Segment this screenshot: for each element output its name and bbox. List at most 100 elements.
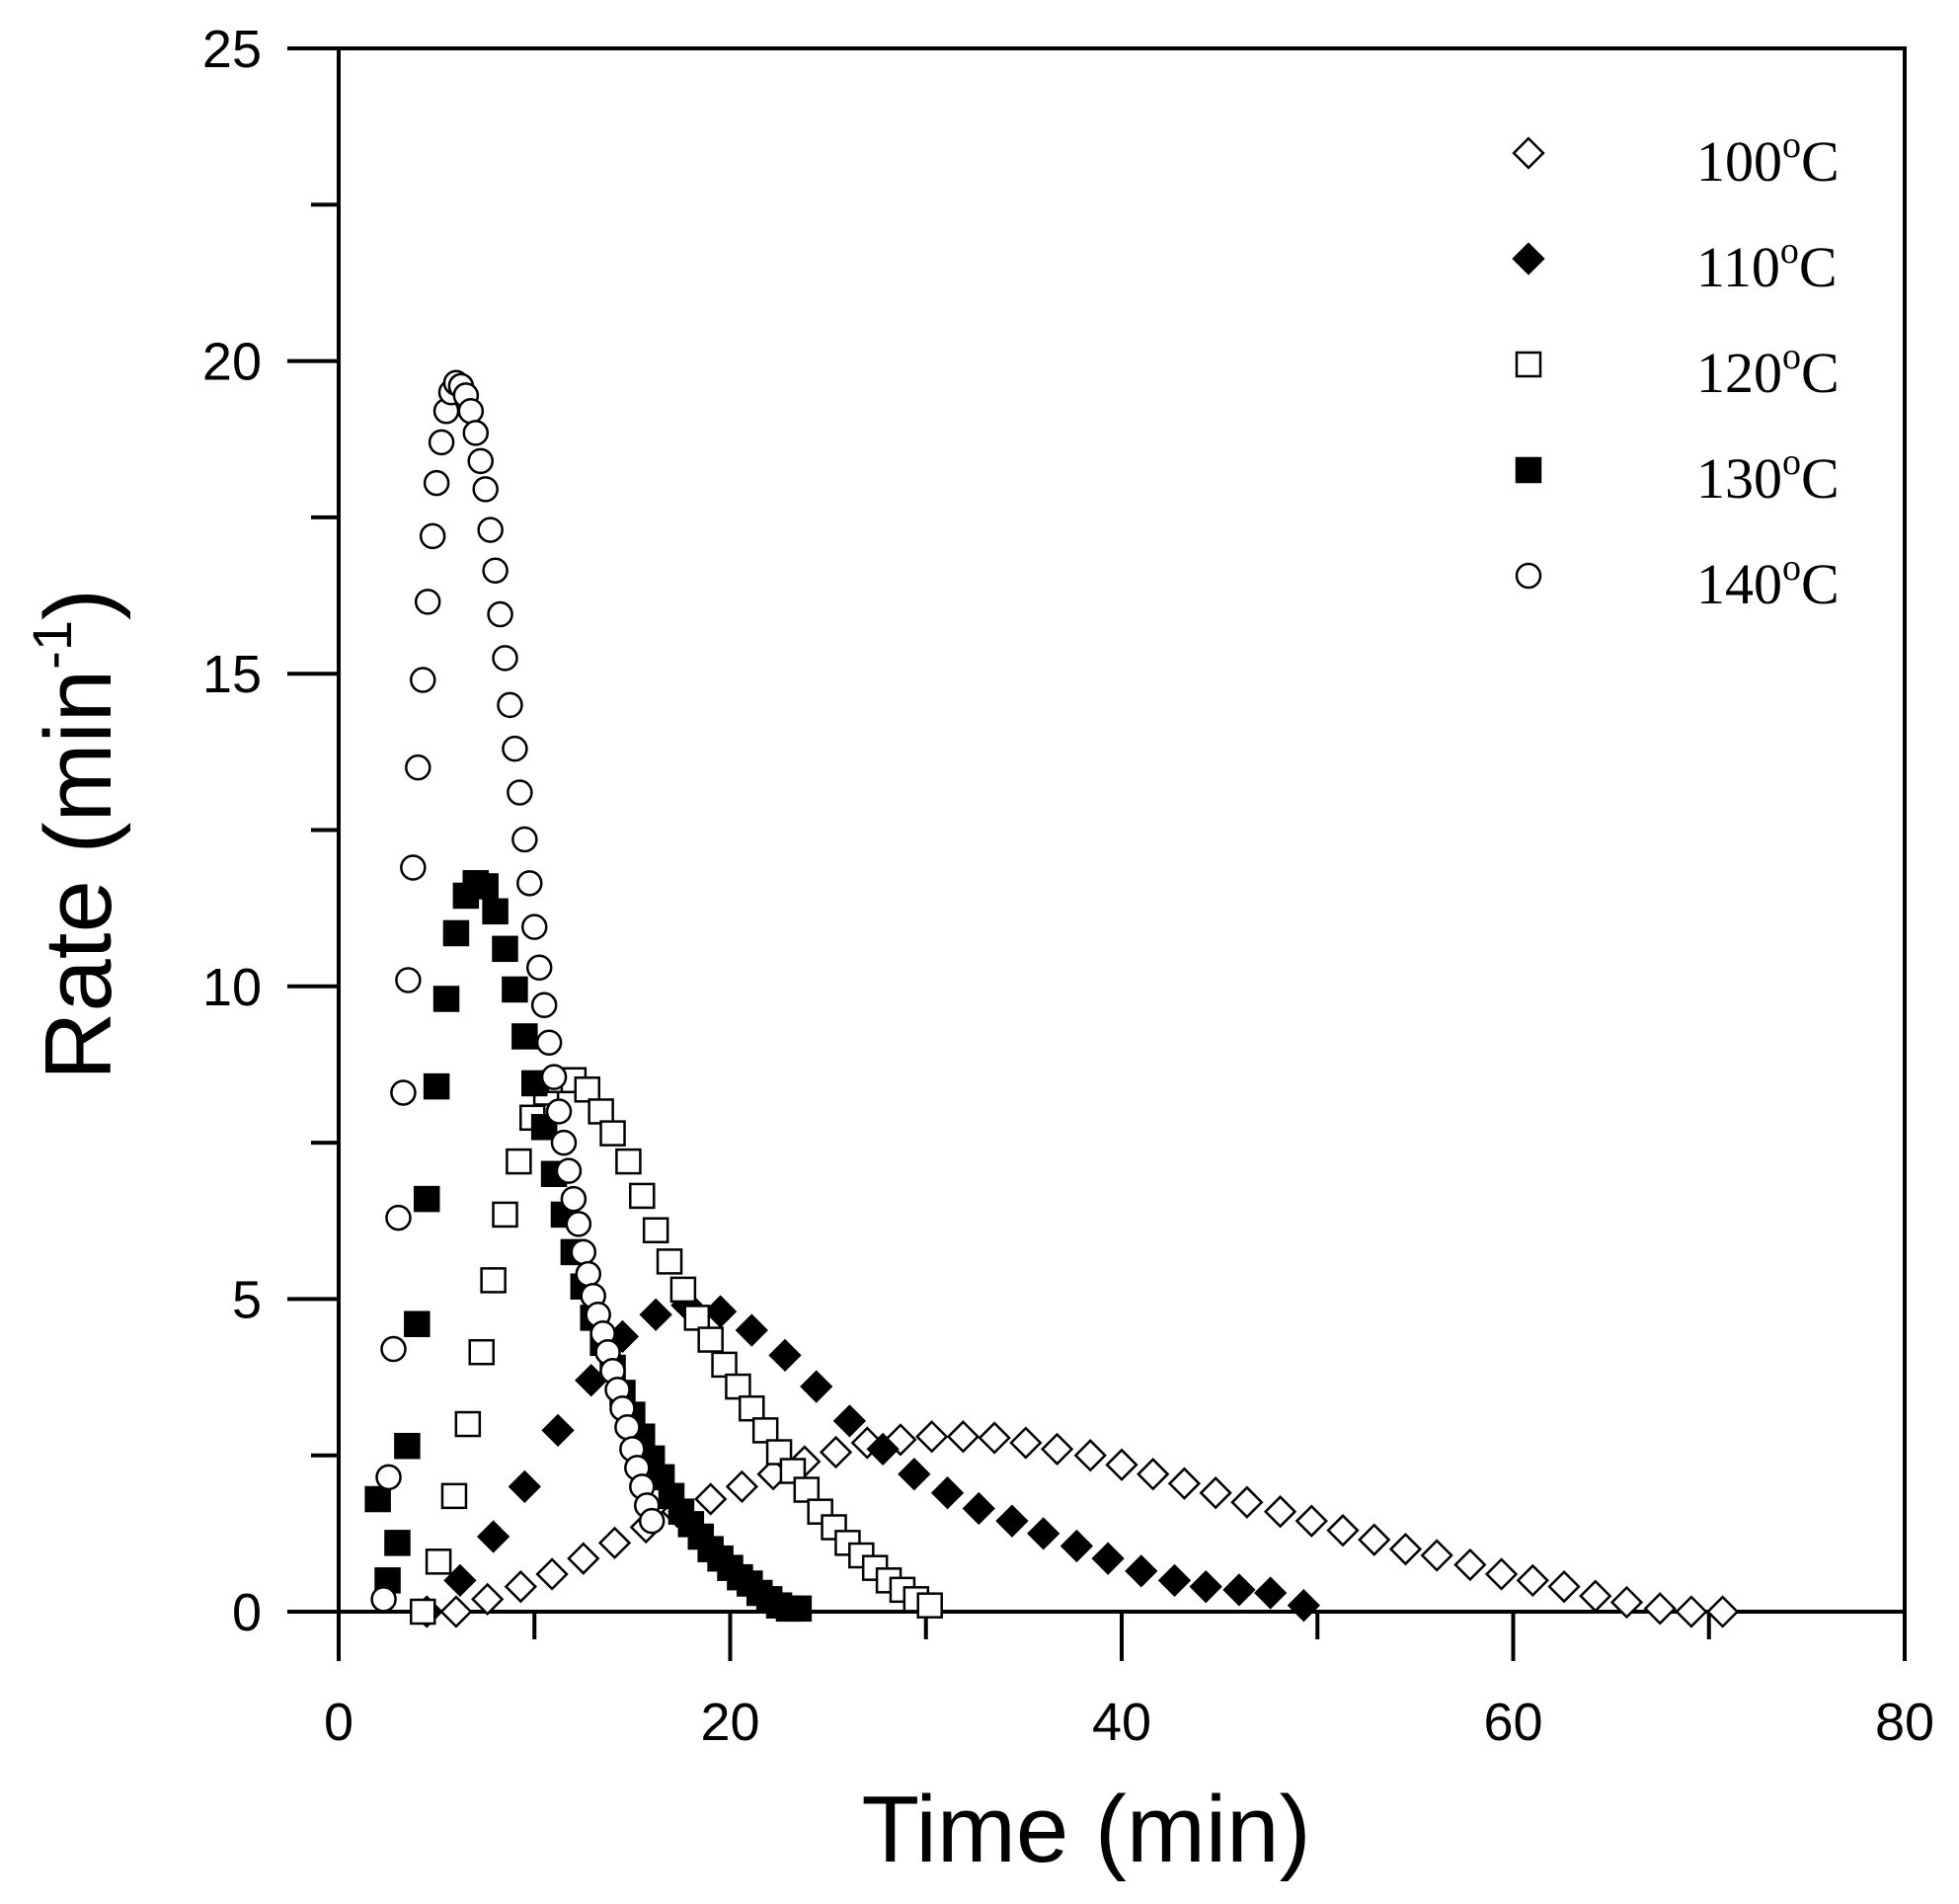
data-point — [884, 1423, 917, 1457]
legend-entry: 120oC — [1515, 336, 1840, 405]
series-100 — [439, 1420, 1740, 1628]
legend-entry: 130oC — [1515, 441, 1840, 511]
data-point — [380, 1335, 407, 1363]
data-point — [1167, 1467, 1202, 1500]
y-tick-label: 25 — [202, 20, 262, 79]
data-point — [425, 1548, 452, 1575]
data-point — [502, 976, 528, 1003]
data-point — [508, 1469, 541, 1504]
data-point — [550, 1129, 578, 1156]
y-axis-title-superscript: -1 — [21, 620, 83, 670]
data-point — [1453, 1547, 1487, 1582]
data-point — [588, 1098, 614, 1125]
data-point — [1675, 1595, 1708, 1628]
data-point — [492, 645, 518, 672]
data-point — [394, 1432, 421, 1460]
data-point — [423, 469, 450, 497]
data-point — [697, 1326, 724, 1353]
data-point — [409, 667, 436, 693]
data-point — [768, 1338, 802, 1373]
data-point — [375, 1464, 402, 1491]
x-tick-label: 40 — [1092, 1693, 1151, 1752]
data-point — [477, 516, 504, 543]
data-point — [1263, 1495, 1297, 1529]
data-point — [404, 1310, 431, 1337]
data-point — [565, 1211, 592, 1237]
y-tick-label: 10 — [202, 958, 262, 1017]
data-point — [1091, 1542, 1125, 1575]
data-point — [390, 1079, 417, 1106]
data-point — [1157, 1563, 1192, 1597]
data-point — [413, 1185, 440, 1213]
data-point — [1199, 1476, 1232, 1510]
data-point — [599, 1120, 626, 1147]
x-tick-label: 80 — [1875, 1693, 1934, 1752]
axis-tick-labels: 0 20 40 60 80 0 5 10 15 20 25 — [202, 20, 1934, 1752]
data-point — [629, 1182, 656, 1210]
data-point — [597, 1526, 632, 1559]
data-point — [1294, 1504, 1328, 1538]
series-140 — [370, 369, 666, 1613]
data-point — [669, 1276, 697, 1304]
data-point — [614, 1413, 641, 1441]
data-point — [364, 1485, 391, 1513]
data-point — [419, 522, 446, 550]
data-point — [850, 1426, 884, 1460]
data-point — [442, 919, 470, 947]
data-point — [1609, 1585, 1644, 1620]
data-point — [1484, 1557, 1519, 1591]
data-point — [535, 1029, 563, 1057]
data-point — [915, 1420, 949, 1454]
legend-marker — [1515, 351, 1542, 378]
data-point — [423, 1072, 450, 1100]
data-point — [454, 1410, 482, 1438]
data-point — [507, 779, 533, 806]
legend-label: 120oC — [1696, 336, 1840, 405]
data-point — [574, 1076, 601, 1103]
data-point — [468, 1338, 495, 1366]
data-point — [930, 1476, 965, 1510]
legend-marker — [1515, 456, 1542, 484]
data-point — [480, 1267, 507, 1294]
x-tick-label: 60 — [1483, 1693, 1542, 1752]
data-point — [1579, 1579, 1612, 1613]
data-point — [1027, 1517, 1060, 1550]
data-point — [1287, 1589, 1321, 1623]
data-point — [575, 1260, 602, 1288]
data-point — [511, 1023, 538, 1050]
legend-entry: 110oC — [1512, 230, 1838, 299]
data-point — [725, 1373, 751, 1400]
data-point — [428, 429, 455, 456]
data-point — [711, 1351, 738, 1379]
data-point — [476, 1520, 510, 1553]
data-point — [638, 1507, 666, 1535]
data-point — [832, 1404, 867, 1438]
data-point — [656, 1248, 683, 1275]
legend: 100oC 110oC 120oC 130oC 140oC — [1512, 124, 1840, 616]
data-point — [1189, 1570, 1222, 1604]
data-point — [409, 1598, 436, 1626]
data-point — [482, 898, 509, 925]
data-point — [535, 1557, 569, 1591]
data-point — [946, 1420, 980, 1454]
data-point — [1254, 1576, 1288, 1610]
data-point — [1420, 1539, 1453, 1572]
data-point — [1358, 1523, 1391, 1556]
data-point — [504, 1570, 538, 1604]
x-axis-title: Time (min) — [861, 1777, 1310, 1882]
data-point — [1643, 1592, 1677, 1626]
data-point — [487, 600, 513, 628]
data-point — [978, 1421, 1011, 1455]
y-tick-label: 0 — [232, 1583, 262, 1642]
data-point — [482, 557, 509, 584]
data-point — [439, 1595, 473, 1628]
x-tick-label: 20 — [700, 1693, 759, 1752]
data-point — [492, 1201, 518, 1229]
axis-ticks — [287, 46, 1907, 1661]
data-point — [995, 1504, 1029, 1538]
data-point — [472, 873, 499, 900]
data-point — [400, 854, 427, 881]
data-point — [1059, 1529, 1094, 1563]
y-axis-title-group: Rate (min-1) — [21, 589, 131, 1080]
